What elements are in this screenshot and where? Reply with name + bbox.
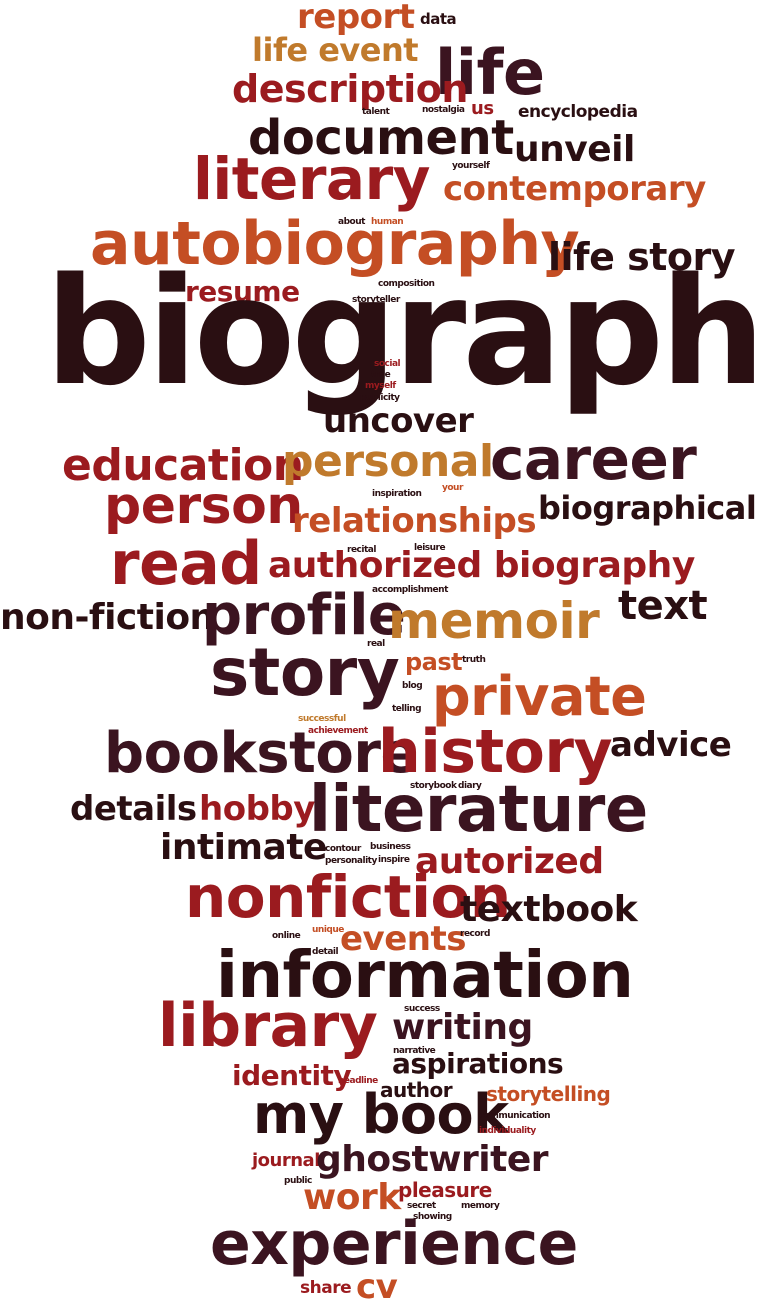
- word-document: document: [248, 110, 514, 166]
- word-unique: unique: [312, 925, 344, 935]
- word-inspire: inspire: [378, 855, 410, 865]
- word-us: us: [471, 98, 494, 119]
- word-text: text: [618, 583, 708, 629]
- word-recital: recital: [347, 545, 376, 555]
- word-memory: memory: [461, 1201, 500, 1211]
- word-about: about: [338, 217, 365, 227]
- word-narrative: narrative: [393, 1046, 436, 1056]
- word-work: work: [303, 1177, 401, 1218]
- word-autobiography: autobiography: [90, 209, 580, 279]
- word-accomplishment: accomplishment: [372, 585, 448, 595]
- word-aspirations: aspirations: [392, 1047, 564, 1080]
- word-writing: writing: [392, 1007, 533, 1048]
- word-past: past: [405, 648, 463, 676]
- word-person: person: [104, 476, 303, 536]
- word-description: description: [232, 67, 468, 111]
- word-author: author: [380, 1078, 453, 1102]
- word-biographical: biographical: [538, 489, 757, 527]
- word-public: public: [284, 1176, 312, 1186]
- word-autorized: autorized: [415, 841, 604, 882]
- word-relationships: relationships: [292, 501, 537, 541]
- word-social: social: [374, 359, 401, 369]
- word-yourself: yourself: [452, 161, 490, 171]
- word-successful: successful: [298, 714, 346, 724]
- word-memoir: memoir: [388, 592, 600, 650]
- word-contemporary: contemporary: [443, 169, 706, 209]
- word-telling: telling: [392, 704, 422, 714]
- word-resume: resume: [185, 275, 300, 308]
- word-personal: personal: [282, 436, 494, 487]
- word-showing: showing: [413, 1212, 452, 1222]
- word-individuality: individuality: [479, 1126, 536, 1136]
- word-your: your: [442, 483, 463, 493]
- word-blog: blog: [402, 681, 423, 691]
- word-advice: advice: [610, 725, 732, 765]
- word-my-book: my book: [253, 1083, 509, 1146]
- word-authorized-biography: authorized biography: [268, 545, 695, 586]
- word-library: library: [158, 991, 378, 1061]
- word-education: education: [62, 440, 304, 491]
- word-bookstore: bookstore: [104, 721, 418, 786]
- word-business: business: [370, 842, 411, 852]
- word-share: share: [300, 1278, 352, 1298]
- word-nostalgia: nostalgia: [422, 105, 465, 115]
- word-intimate: intimate: [160, 827, 327, 868]
- word-hobby: hobby: [199, 789, 315, 829]
- word-details: details: [70, 789, 197, 829]
- word-cv: cv: [356, 1267, 398, 1307]
- word-communication: communication: [479, 1111, 551, 1121]
- word-ghostwriter: ghostwriter: [316, 1139, 549, 1180]
- word-textbook: textbook: [460, 889, 638, 930]
- word-journal: journal: [252, 1150, 320, 1171]
- word-detail: detail: [312, 947, 339, 957]
- word-profile: profile: [202, 583, 406, 648]
- word-unveil: unveil: [514, 129, 635, 170]
- word-encyclopedia: encyclopedia: [518, 102, 638, 122]
- word-diary: diary: [458, 781, 482, 791]
- word-events: events: [340, 919, 466, 959]
- word-report: report: [297, 0, 415, 37]
- word-achievement: achievement: [308, 726, 368, 736]
- word-true: true: [371, 370, 391, 380]
- word-information: information: [216, 939, 634, 1013]
- word-career: career: [490, 425, 697, 493]
- word-life: life: [435, 36, 545, 109]
- word-storytelling: storytelling: [486, 1082, 611, 1106]
- word-literature: literature: [309, 773, 648, 847]
- word-biography: biography: [45, 246, 760, 418]
- word-storybook: storybook: [410, 781, 457, 791]
- word-inspiration: inspiration: [372, 489, 422, 499]
- word-record: record: [460, 929, 490, 939]
- word-pleasure: pleasure: [398, 1178, 492, 1202]
- word-publicity: publicity: [360, 393, 400, 403]
- word-contour: contour: [325, 844, 361, 854]
- word-real: real: [367, 639, 385, 649]
- word-success: success: [404, 1004, 440, 1014]
- word-non-fiction: non-fiction: [0, 597, 215, 638]
- word-identity: identity: [232, 1059, 352, 1092]
- word-online: online: [272, 931, 301, 941]
- word-personality: personality: [325, 856, 377, 866]
- word-data: data: [420, 10, 457, 28]
- word-headline: headline: [338, 1076, 378, 1086]
- word-uncover: uncover: [323, 401, 474, 441]
- word-private: private: [432, 665, 647, 728]
- word-literary: literary: [193, 145, 430, 213]
- word-human: human: [371, 217, 404, 227]
- word-secret: secret: [407, 1201, 436, 1211]
- word-read: read: [110, 529, 262, 599]
- word-story: story: [210, 634, 400, 711]
- word-life-story: life story: [548, 235, 736, 279]
- word-talent: talent: [362, 107, 390, 117]
- word-myself: myself: [365, 381, 396, 391]
- word-experience: experience: [210, 1209, 578, 1279]
- word-truth: truth: [462, 655, 486, 665]
- word-leisure: leisure: [414, 543, 446, 553]
- word-history: history: [378, 717, 613, 787]
- word-storyteller: storyteller: [352, 295, 400, 305]
- word-composition: composition: [378, 279, 435, 289]
- word-life-event: life event: [252, 31, 419, 69]
- word-nonfiction: nonfiction: [185, 863, 511, 931]
